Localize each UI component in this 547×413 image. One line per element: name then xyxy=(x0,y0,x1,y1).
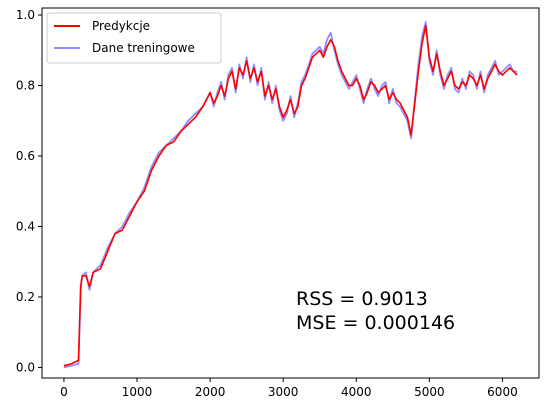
series-line-predykcje xyxy=(63,24,518,367)
y-tick-label: 0.2 xyxy=(16,290,35,304)
x-tick-label: 1000 xyxy=(122,385,153,399)
x-tick-label: 4000 xyxy=(341,385,372,399)
plot-frame xyxy=(41,7,540,379)
y-tick-label: 0.8 xyxy=(16,79,35,93)
x-tick-label: 5000 xyxy=(414,385,445,399)
x-tick-label: 0 xyxy=(60,385,68,399)
x-tick-label: 6000 xyxy=(487,385,518,399)
legend-label-dane-treningowe: Dane treningowe xyxy=(92,41,195,55)
x-tick-label: 2000 xyxy=(195,385,226,399)
y-axis: 0.0 0.2 0.4 0.6 0.8 1.0 xyxy=(16,8,42,374)
mse-annotation: MSE = 0.000146 xyxy=(296,312,455,334)
y-tick-label: 1.0 xyxy=(16,8,35,22)
legend-label-predykcje: Predykcje xyxy=(92,19,150,33)
y-tick-label: 0.4 xyxy=(16,219,35,233)
y-tick-label: 0.0 xyxy=(16,360,35,374)
x-axis: 0 1000 2000 3000 4000 5000 6000 xyxy=(60,378,518,399)
series-layer xyxy=(63,21,518,369)
y-tick-label: 0.6 xyxy=(16,149,35,163)
x-tick-label: 3000 xyxy=(268,385,299,399)
legend-box xyxy=(46,12,222,64)
legend: Predykcje Dane treningowe xyxy=(46,12,222,64)
rss-annotation: RSS = 0.9013 xyxy=(296,288,428,310)
